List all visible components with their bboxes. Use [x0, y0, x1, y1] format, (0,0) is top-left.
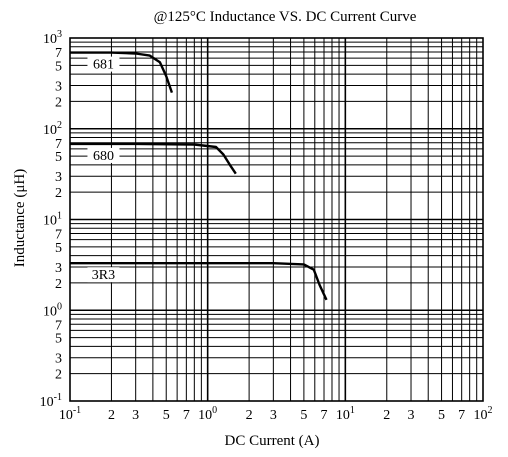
series-labels: 681 680 3R3 — [87, 56, 120, 283]
series-label-680: 680 — [93, 149, 114, 164]
series-line-680 — [70, 142, 237, 175]
y-tick-label: 5 — [55, 241, 62, 256]
y-tick-label: 7 — [55, 228, 62, 243]
x-tick-label: 7 — [458, 408, 465, 423]
x-tick-label: 102 — [474, 405, 493, 423]
x-tick-label: 7 — [321, 408, 328, 423]
chart-title: @125°C Inductance VS. DC Current Curve — [154, 9, 417, 25]
x-tick-label: 10-1 — [59, 405, 81, 423]
series-line-3r3 — [70, 262, 328, 301]
x-tick-label: 101 — [336, 405, 355, 423]
y-tick-label: 102 — [43, 120, 62, 138]
x-tick-label: 5 — [438, 408, 445, 423]
y-tick-label: 100 — [43, 301, 62, 319]
y-tick-label: 103 — [43, 29, 62, 47]
series-label-3r3: 3R3 — [92, 268, 115, 283]
x-tick-label: 2 — [246, 408, 253, 423]
grid — [69, 37, 484, 402]
y-tick-label: 7 — [55, 318, 62, 333]
x-tick-label: 3 — [408, 408, 415, 423]
x-tick-label: 100 — [198, 405, 217, 423]
series-label-bg — [87, 147, 120, 163]
y-tick-label: 7 — [55, 46, 62, 61]
x-tick-label: 5 — [300, 408, 307, 423]
series-label-bg — [87, 267, 120, 283]
y-tick-label: 5 — [55, 332, 62, 347]
y-tick-label: 7 — [55, 137, 62, 152]
x-tick-label: 2 — [108, 408, 115, 423]
x-tick-label: 3 — [132, 408, 139, 423]
y-tick-label: 3 — [55, 170, 62, 185]
y-tick-label: 3 — [55, 352, 62, 367]
y-tick-label: 5 — [55, 59, 62, 74]
series-label-681: 681 — [93, 58, 114, 73]
series-line-681 — [70, 51, 174, 93]
x-tick-label: 3 — [270, 408, 277, 423]
series-label-bg — [87, 56, 120, 72]
y-tick-label: 5 — [55, 150, 62, 165]
x-tick-label: 2 — [383, 408, 390, 423]
y-axis-label: Inductance (μH) — [12, 169, 28, 267]
x-tick-label: 7 — [183, 408, 190, 423]
x-tick-label: 5 — [163, 408, 170, 423]
x-axis-label: DC Current (A) — [225, 433, 320, 449]
y-tick-label: 2 — [55, 277, 62, 292]
curves — [70, 51, 328, 301]
y-tick-label: 3 — [55, 261, 62, 276]
y-tick-label: 2 — [55, 368, 62, 383]
y-tick-label: 3 — [55, 79, 62, 94]
y-tick-label: 2 — [55, 186, 62, 201]
y-tick-label: 2 — [55, 95, 62, 110]
tick-labels: 10-1 2 3 5 7 100 2 3 5 7 101 2 3 5 7 102103753210275321… — [40, 29, 493, 423]
y-tick-label: 10-1 — [40, 392, 62, 410]
y-tick-label: 101 — [43, 211, 62, 229]
